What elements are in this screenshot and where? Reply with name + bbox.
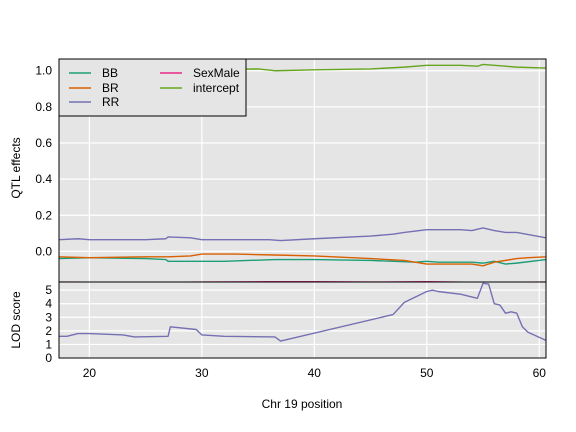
lod-y-tick-label: 0	[45, 351, 52, 365]
series-line-rr	[59, 227, 546, 242]
effect-y-tick-label: 0.8	[35, 100, 52, 114]
series-line-bb	[59, 257, 546, 265]
lod-y-tick-label: 2	[45, 324, 52, 338]
effect-y-tick-label: 0.0	[35, 244, 52, 258]
legend-label-sexmale: SexMale	[193, 66, 240, 80]
series-line-lod	[59, 282, 546, 342]
qtl-effects-y-axis-label: QTL effects	[9, 137, 23, 198]
x-tick-label: 30	[195, 366, 209, 380]
lod-plot-background	[59, 282, 546, 358]
lod-series	[59, 282, 546, 342]
x-tick-label: 40	[308, 366, 322, 380]
x-tick-label: 60	[533, 366, 547, 380]
x-tick-label: 50	[420, 366, 434, 380]
lod-y-tick-label: 5	[45, 283, 52, 297]
x-tick-label: 20	[83, 366, 97, 380]
legend-label-bb: BB	[102, 66, 118, 80]
legend-label-br: BR	[102, 81, 119, 95]
legend-label-rr: RR	[102, 95, 120, 109]
lod-y-tick-label: 4	[45, 297, 52, 311]
series-line-br	[59, 253, 546, 267]
effect-y-tick-label: 1.0	[35, 64, 52, 78]
effect-y-tick-label: 0.6	[35, 136, 52, 150]
qtl-effects-y-ticks: 0.0 0.2 0.4 0.6 0.8 1.0	[35, 64, 52, 259]
lod-y-tick-label: 3	[45, 310, 52, 324]
effect-y-tick-label: 0.4	[35, 172, 52, 186]
lod-y-axis-label: LOD score	[9, 291, 23, 349]
lod-y-tick-label: 1	[45, 337, 52, 351]
x-axis-label: Chr 19 position	[262, 397, 343, 411]
effect-y-tick-label: 0.2	[35, 208, 52, 222]
lod-frame	[58, 281, 547, 359]
legend-label-intercept: intercept	[193, 81, 240, 95]
x-axis-ticks: 20 30 40 50 60	[83, 366, 547, 380]
